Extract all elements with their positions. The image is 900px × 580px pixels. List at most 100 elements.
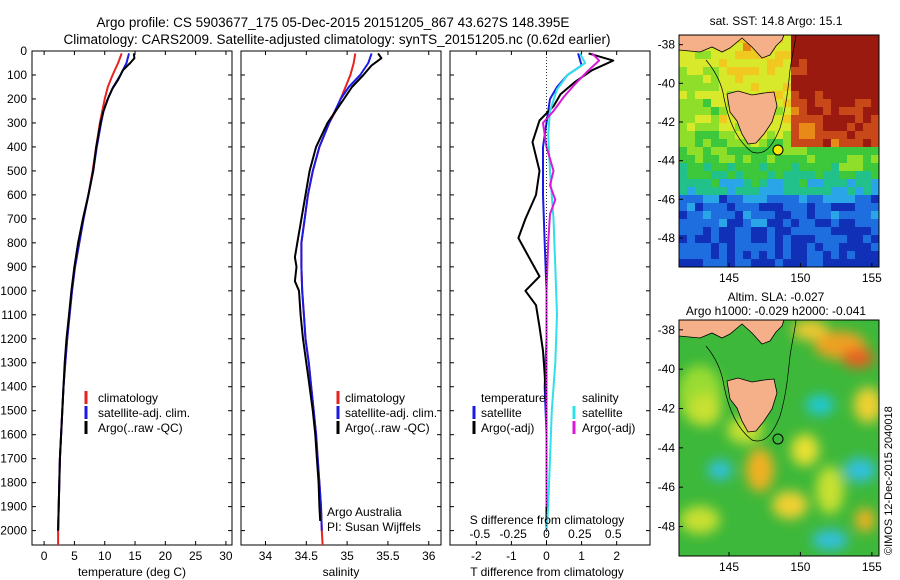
sst-cell <box>863 147 872 156</box>
sst-cell <box>815 59 824 68</box>
sla-map-frame <box>678 319 880 557</box>
sst-cell <box>703 203 712 212</box>
sst-cell <box>839 211 848 220</box>
sst-cell <box>687 227 696 236</box>
sst-cell <box>855 59 864 68</box>
sst-cell <box>871 163 879 172</box>
sst-cell <box>711 131 720 140</box>
sst-cell <box>839 51 848 60</box>
depth-tick-label: 400 <box>7 140 27 154</box>
x-tick-label: 0 <box>543 549 550 563</box>
sst-cell <box>791 115 800 124</box>
sst-cell <box>695 155 704 164</box>
sst-map-title: sat. SST: 14.8 Argo: 15.1 <box>710 14 843 28</box>
sst-cell <box>687 91 696 100</box>
sst-cell <box>783 147 792 156</box>
sst-cell <box>703 163 712 172</box>
sst-cell <box>695 171 704 180</box>
sst-cell <box>743 243 752 252</box>
sst-cell <box>823 187 832 196</box>
sst-cell <box>831 75 840 84</box>
sst-cell <box>727 75 736 84</box>
sst-cell <box>855 107 864 116</box>
sst-cell <box>775 195 784 204</box>
sst-cell <box>847 75 856 84</box>
sst-cell <box>863 187 872 196</box>
sst-cell <box>831 59 840 68</box>
sst-cell <box>791 107 800 116</box>
sst-cell <box>727 163 736 172</box>
sst-cell <box>831 131 840 140</box>
sst-cell <box>863 59 872 68</box>
top-tick-label: -0.5 <box>469 527 490 541</box>
sst-cell <box>687 171 696 180</box>
sst-cell <box>767 187 776 196</box>
sst-cell <box>759 179 768 188</box>
x-tick-label: 36 <box>422 549 436 563</box>
sst-cell <box>807 259 816 267</box>
sla-anomaly-blob <box>854 387 879 423</box>
depth-tick-label: 100 <box>7 68 27 82</box>
sst-cell <box>679 147 688 156</box>
sst-cell <box>679 227 688 236</box>
sst-cell <box>847 203 856 212</box>
sst-cell <box>711 99 720 108</box>
difference-xlabel: T difference from climatology <box>470 565 624 579</box>
sst-cell <box>871 219 879 228</box>
sst-cell <box>799 171 808 180</box>
sst-cell <box>719 235 728 244</box>
sst-cell <box>695 227 704 236</box>
mainland-australia <box>679 35 785 59</box>
sst-cell <box>863 115 872 124</box>
sst-cell <box>871 179 879 188</box>
sst-cell <box>759 195 768 204</box>
sst-cell <box>743 147 752 156</box>
depth-tick-label: 1000 <box>0 284 27 298</box>
sst-cell <box>839 107 848 116</box>
sst-cell <box>823 251 832 260</box>
sst-cell <box>783 67 792 76</box>
sst-cell <box>855 179 864 188</box>
sst-cell <box>751 67 760 76</box>
sst-cell <box>815 35 824 44</box>
sst-cell <box>695 91 704 100</box>
sla-map <box>679 320 879 556</box>
sst-cell <box>863 99 872 108</box>
sst-cell <box>703 67 712 76</box>
sst-cell <box>751 235 760 244</box>
sla-anomaly-blob <box>792 320 828 340</box>
title-line-2: Climatology: CARS2009. Satellite-adjuste… <box>63 32 610 47</box>
sst-cell <box>727 227 736 236</box>
sst-cell <box>767 243 776 252</box>
sst-cell <box>687 179 696 188</box>
sst-cell <box>791 219 800 228</box>
sst-cell <box>855 219 864 228</box>
sst-cell <box>847 251 856 260</box>
sst-cell <box>687 123 696 132</box>
sst-cell <box>735 235 744 244</box>
sst-cell <box>799 75 808 84</box>
sst-cell <box>839 147 848 156</box>
sst-cell <box>839 155 848 164</box>
sst-cell <box>775 107 784 116</box>
sst-cell <box>807 147 816 156</box>
sst-cell <box>863 251 872 260</box>
sst-cell <box>679 251 688 260</box>
sst-cell <box>687 195 696 204</box>
sst-cell <box>775 235 784 244</box>
sst-cell <box>719 107 728 116</box>
sst-cell <box>767 235 776 244</box>
sst-cell <box>839 123 848 132</box>
sla-anomaly-blob <box>746 448 774 492</box>
sst-cell <box>815 251 824 260</box>
sst-cell <box>719 83 728 92</box>
sst-cell <box>815 75 824 84</box>
sst-cell <box>823 123 832 132</box>
sst-cell <box>871 35 879 44</box>
sst-cell <box>815 219 824 228</box>
sst-cell <box>775 91 784 100</box>
legend-sal-argo-label: Argo(-adj) <box>582 421 635 435</box>
sst-cell <box>831 203 840 212</box>
sst-cell <box>815 99 824 108</box>
sst-cell <box>815 147 824 156</box>
